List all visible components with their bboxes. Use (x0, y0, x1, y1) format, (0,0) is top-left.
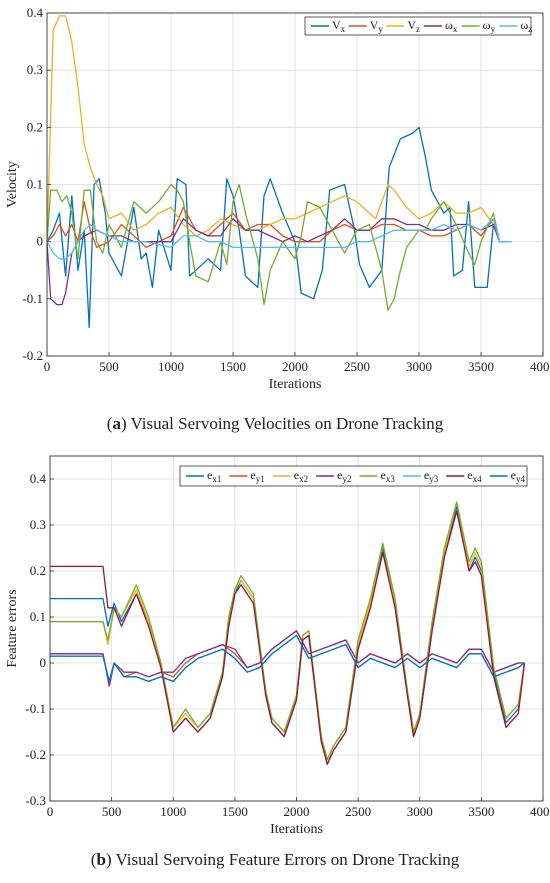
err-series-group (50, 501, 526, 765)
caption-b-text: Visual Servoing Feature Errors on Drone … (115, 850, 460, 869)
caption-b: (b) Visual Servoing Feature Errors on Dr… (90, 850, 460, 869)
vel-xtick-label: 2500 (344, 359, 370, 374)
err-legend-label: ey3 (424, 468, 439, 484)
err-legend: ex1 ey1 ex2 ey2 ex3 ey3 ex4 ey4 (179, 465, 528, 487)
caption-b-tag: b (96, 850, 106, 869)
vel-ytick-label: 0.1 (27, 177, 43, 192)
vel-xtick-label: 0 (44, 359, 51, 374)
caption-a-text: Visual Servoing Velocities on Drone Trac… (130, 414, 444, 433)
err-legend-label: ex4 (467, 468, 482, 484)
err-xtick-label: 3000 (407, 804, 433, 819)
err-legend-label: ex1 (207, 468, 221, 484)
err-ytick-label: -0.1 (25, 701, 46, 716)
err-series-7 (50, 510, 526, 765)
vel-ytick-label: 0.2 (27, 119, 43, 134)
vel-series-group (47, 15, 512, 329)
vel-series-1 (47, 126, 506, 329)
vel-legend-label: ωx (445, 18, 458, 34)
vel-ytick-label: 0 (37, 234, 44, 249)
vel-series-4 (47, 218, 501, 306)
vel-ytick-label: -0.2 (22, 348, 43, 363)
vel-legend-label: Vy (370, 18, 384, 34)
err-ytick-label: -0.3 (25, 793, 46, 808)
vel-legend-box (304, 16, 532, 36)
err-xtick-label: 2500 (345, 804, 371, 819)
err-legend-label: ey2 (337, 468, 351, 484)
err-ytick-label: -0.2 (25, 747, 46, 762)
vel-legend: Vx Vy Vz ωx ωy ωz (304, 16, 532, 36)
vel-legend-label: ωy (483, 18, 496, 34)
vel-xtick-label: 3000 (406, 359, 432, 374)
err-ytick-label: 0 (40, 655, 47, 670)
vel-xtick-label: 3500 (468, 359, 494, 374)
err-legend-label: ey1 (250, 468, 264, 484)
velocity-chart: 0 500 1000 1500 2000 2500 3000 3500 4000 -0.2 -0.1… (5, 5, 550, 392)
vel-xtick-label: 4000 (530, 359, 550, 374)
vel-legend-label: Vx (332, 18, 346, 34)
err-series-5 (50, 501, 526, 761)
vel-ytick-label: 0.4 (27, 5, 44, 20)
caption-a: (a) Visual Servoing Velocities on Drone … (106, 414, 444, 433)
err-xtick-label: 3500 (468, 804, 494, 819)
caption-a-tag: a (112, 414, 121, 433)
err-legend-label: ex2 (294, 468, 308, 484)
err-ylabel: Feature errors (5, 589, 20, 667)
vel-xtick-label: 500 (99, 359, 119, 374)
err-legend-box (179, 465, 528, 487)
vel-xlabel: Iterations (269, 377, 322, 392)
err-xtick-label: 1000 (160, 804, 186, 819)
vel-xtick-label: 1000 (158, 359, 184, 374)
feature-errors-chart: 0 500 1000 1500 2000 2500 3000 3500 4000 -0.3 -0.2… (5, 455, 550, 837)
vel-legend-label: Vz (407, 18, 420, 34)
vel-ylabel: Velocity (5, 161, 20, 208)
err-ytick-label: 0.1 (30, 609, 46, 624)
err-ytick-label: 0.3 (30, 517, 46, 532)
err-xtick-label: 1500 (222, 804, 248, 819)
err-xtick-label: 2000 (284, 804, 310, 819)
err-legend-label: ex3 (381, 468, 396, 484)
vel-ytick-label: 0.3 (27, 62, 43, 77)
err-series-8 (50, 634, 525, 683)
err-ytick-label: 0.2 (30, 563, 46, 578)
vel-xtick-label: 1500 (220, 359, 246, 374)
vel-xtick-label: 2000 (282, 359, 308, 374)
vel-legend-label: ωz (520, 18, 532, 34)
vel-series-6 (47, 218, 512, 260)
err-xtick-label: 0 (47, 804, 54, 819)
err-ytick-label: 0.4 (30, 471, 47, 486)
err-xlabel: Iterations (270, 822, 323, 837)
err-xtick-label: 4000 (530, 804, 550, 819)
err-xtick-label: 500 (102, 804, 122, 819)
vel-ytick-label: -0.1 (22, 291, 43, 306)
err-legend-label: ey4 (511, 468, 526, 484)
